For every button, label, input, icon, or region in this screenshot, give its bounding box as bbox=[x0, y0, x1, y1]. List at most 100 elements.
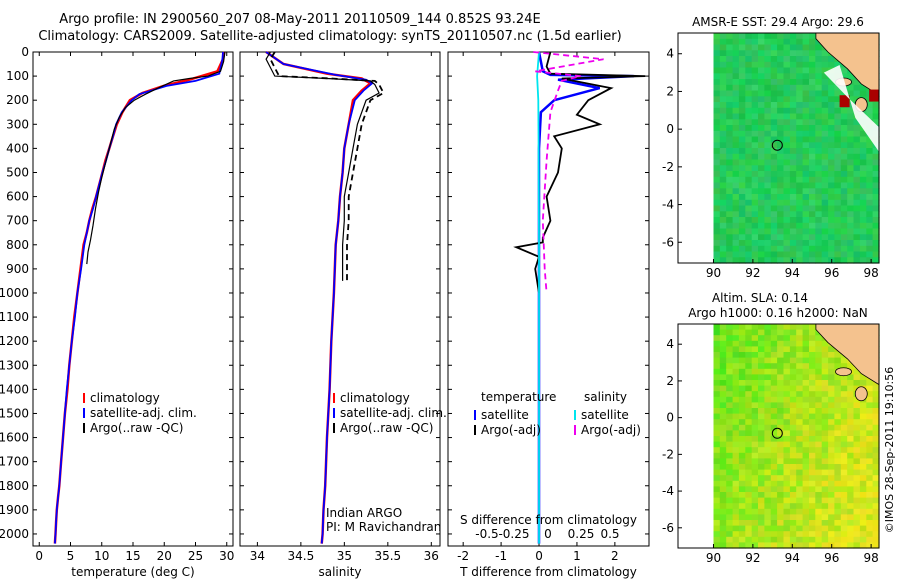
sst_map-grid-cell bbox=[745, 228, 753, 235]
sst_map-grid-cell bbox=[738, 217, 746, 224]
sst_map-grid-cell bbox=[847, 96, 855, 103]
sst_map-grid-cell bbox=[758, 222, 765, 230]
sst_map-grid-cell bbox=[783, 188, 791, 195]
sla_map-grid-cell bbox=[738, 402, 746, 409]
sst_map-grid-cell bbox=[732, 130, 740, 138]
sla_map-grid-cell bbox=[796, 447, 804, 454]
sst_map-grid-cell bbox=[738, 33, 746, 40]
sla_map-grid-cell bbox=[789, 391, 797, 398]
sla_map-grid-cell bbox=[719, 368, 727, 375]
sst_map-grid-cell bbox=[809, 205, 816, 212]
sla_map-grid-cell bbox=[738, 368, 746, 375]
sla_map-grid-cell bbox=[796, 542, 804, 549]
temperature-plot-frame bbox=[32, 51, 234, 547]
sla_map-grid-cell bbox=[796, 380, 804, 387]
sst_map-grid-cell bbox=[809, 96, 816, 103]
sla_map-grid-cell bbox=[828, 480, 836, 487]
sla_map-grid-cell bbox=[859, 475, 867, 482]
sla_map-grid-cell bbox=[802, 531, 810, 538]
sst_map-grid-cell bbox=[796, 199, 804, 207]
sst_map-grid-cell bbox=[745, 119, 753, 126]
sla_map-grid-cell bbox=[732, 497, 740, 504]
sst_map-grid-cell bbox=[719, 182, 727, 189]
sla_map-grid-cell bbox=[789, 475, 797, 482]
sla_map-grid-cell bbox=[745, 469, 753, 476]
sla_map-grid-cell bbox=[783, 480, 791, 487]
sla_map-grid-cell bbox=[751, 424, 759, 431]
sst_map-grid-cell bbox=[809, 56, 816, 63]
sst_map-grid-cell bbox=[796, 84, 804, 92]
sst_map-grid-cell bbox=[809, 211, 816, 218]
sst_map-grid-cell bbox=[745, 142, 753, 149]
sla_map-grid-cell bbox=[745, 352, 753, 359]
sst_map-grid-cell bbox=[859, 142, 867, 149]
sla_map-grid-cell bbox=[840, 357, 848, 364]
sst_map-grid-cell bbox=[738, 142, 746, 149]
sla_map-grid-cell bbox=[777, 374, 785, 381]
sla_map-grid-cell bbox=[840, 464, 848, 471]
sst_map-grid-cell bbox=[828, 245, 836, 253]
sst_map-grid-cell bbox=[789, 142, 797, 149]
sla_map-grid-cell bbox=[719, 542, 727, 549]
sst_map-grid-cell bbox=[828, 96, 836, 103]
sla_map-grid-cell bbox=[828, 536, 836, 543]
sst_map-grid-cell bbox=[821, 61, 829, 69]
sst_map-ytick-label: -2 bbox=[662, 160, 674, 174]
sst_map-grid-cell bbox=[796, 165, 804, 172]
sla_map-grid-cell bbox=[789, 436, 797, 443]
sla_map-grid-cell bbox=[866, 408, 874, 415]
sst_map-grid-cell bbox=[726, 234, 734, 241]
sst_map-grid-cell bbox=[777, 251, 785, 258]
sla_map-grid-cell bbox=[802, 408, 810, 415]
sla_map-grid-cell bbox=[828, 492, 836, 499]
sst_map-grid-cell bbox=[770, 73, 778, 80]
sst_map-grid-cell bbox=[815, 171, 823, 178]
sla_map-grid-cell bbox=[732, 324, 740, 331]
sst_map-grid-cell bbox=[853, 142, 861, 149]
sst_map-grid-cell bbox=[802, 50, 810, 57]
sst_map-grid-cell bbox=[764, 102, 772, 109]
sst_map-grid-cell bbox=[745, 251, 753, 258]
sla_map-grid-cell bbox=[777, 391, 785, 398]
sst_map-grid-cell bbox=[840, 234, 848, 241]
sla_map-grid-cell bbox=[764, 452, 772, 459]
sst_map-grid-cell bbox=[847, 205, 855, 212]
sla_map-grid-cell bbox=[713, 380, 721, 387]
sla_map-grid-cell bbox=[809, 413, 816, 420]
sla_map-grid-cell bbox=[866, 441, 874, 448]
sla_map-grid-cell bbox=[834, 430, 842, 437]
sst_map-grid-cell bbox=[726, 240, 734, 247]
salinity-xtick-label: 35.5 bbox=[374, 549, 401, 563]
sla_map-grid-cell bbox=[866, 480, 874, 487]
sla_map-grid-cell bbox=[777, 413, 785, 420]
sst_map-grid-cell bbox=[719, 136, 727, 143]
sla_map-grid-cell bbox=[732, 486, 740, 493]
sst_map-grid-cell bbox=[828, 142, 836, 149]
sla_map-grid-cell bbox=[853, 520, 861, 527]
sla_map-grid-cell bbox=[821, 352, 829, 359]
sst_map-grid-cell bbox=[713, 67, 721, 74]
sla_map-grid-cell bbox=[859, 419, 867, 426]
sla_map-grid-cell bbox=[828, 497, 836, 504]
sst_map-grid-cell bbox=[796, 73, 804, 80]
sla_map-grid-cell bbox=[758, 413, 765, 420]
sst_map-grid-cell bbox=[821, 217, 829, 224]
sst_map-grid-cell bbox=[789, 90, 797, 97]
sla_map-grid-cell bbox=[745, 419, 753, 426]
sla_map-grid-cell bbox=[821, 368, 829, 375]
sst_map-grid-cell bbox=[770, 67, 778, 74]
sla_map-grid-cell bbox=[738, 503, 746, 510]
sst_map-grid-cell bbox=[815, 228, 823, 235]
sla_map-grid-cell bbox=[777, 424, 785, 431]
sst_map-grid-cell bbox=[809, 67, 816, 74]
sla_map-grid-cell bbox=[783, 508, 791, 515]
sla_map-grid-cell bbox=[847, 424, 855, 431]
sla_map-grid-cell bbox=[802, 430, 810, 437]
sst_map-grid-cell bbox=[834, 182, 842, 189]
sla_map-grid-cell bbox=[713, 480, 721, 487]
sla_map-grid-cell bbox=[726, 469, 734, 476]
sst_map-grid-cell bbox=[783, 107, 791, 115]
sla_map-grid-cell bbox=[853, 458, 861, 465]
sla_map-grid-cell bbox=[777, 352, 785, 359]
sst_map-grid-cell bbox=[796, 79, 804, 86]
